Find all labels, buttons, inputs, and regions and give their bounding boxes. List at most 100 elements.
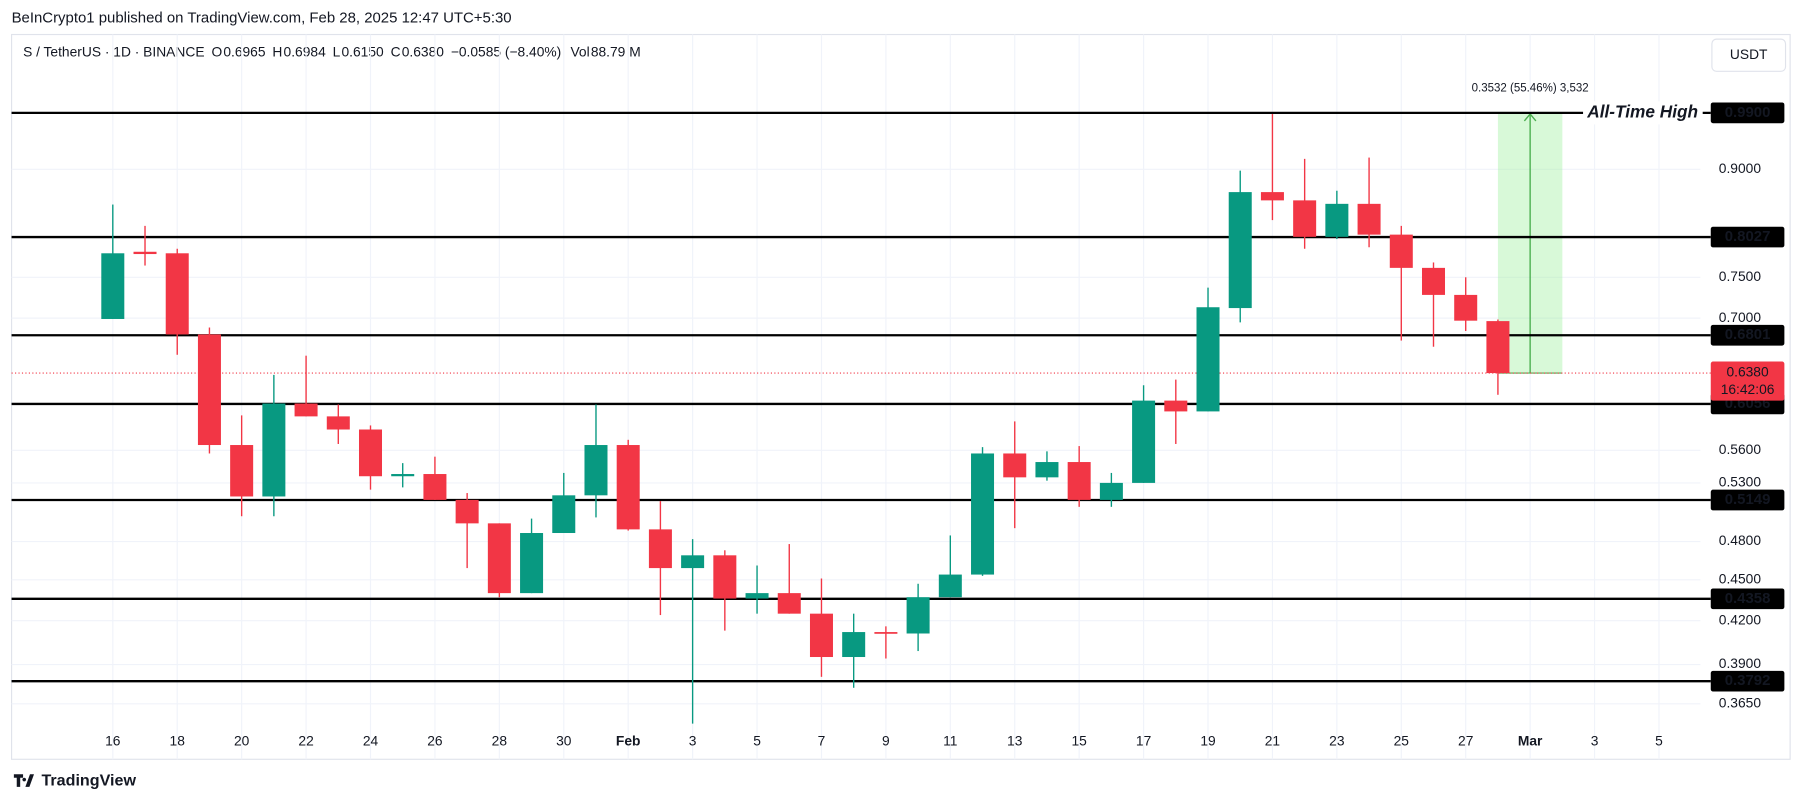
x-tick-label: 18 — [170, 734, 186, 749]
candle-body — [938, 574, 962, 598]
y-tick-label: 0.3650 — [1719, 695, 1762, 710]
annotation-bg — [1583, 101, 1703, 125]
countdown: 16:42:06 — [1721, 382, 1775, 397]
legend-line: S / TetherUS · 1D · BINANCE O 0.6965 H 0.698… — [23, 45, 641, 60]
candle-body — [1325, 203, 1349, 237]
x-tick-label: 11 — [943, 734, 957, 749]
y-tick-label: 0.5600 — [1719, 442, 1762, 457]
candle-body — [391, 474, 415, 477]
candle-body — [552, 495, 576, 534]
level-label: 0.4358 — [1725, 590, 1771, 607]
level-label-box — [1710, 324, 1785, 346]
legend-item: H — [272, 45, 282, 60]
candle-body — [1260, 192, 1284, 201]
candle-body — [1196, 307, 1220, 412]
candle-body — [971, 453, 995, 575]
level-label-box — [1710, 102, 1785, 124]
legend-item: 88.79 M — [591, 45, 641, 60]
candle-body — [1067, 462, 1091, 500]
candle-body — [1132, 400, 1156, 483]
last-price-box — [1710, 361, 1785, 401]
currency-box — [1711, 38, 1787, 72]
level-label: 0.8027 — [1725, 228, 1771, 245]
x-tick-label: 19 — [1200, 734, 1216, 749]
candle-body — [616, 445, 640, 530]
x-tick-label: 13 — [1007, 734, 1023, 749]
x-tick-label: 5 — [753, 734, 761, 749]
candle-body — [230, 445, 254, 497]
candle-body — [906, 597, 930, 634]
candle-body — [326, 416, 350, 430]
candle-body — [1389, 234, 1413, 268]
candle-body — [1099, 482, 1123, 500]
candle-body — [1164, 400, 1188, 412]
level-label: 0.5149 — [1725, 491, 1771, 508]
legend-item: O — [211, 45, 222, 60]
candle-body — [1035, 462, 1059, 478]
x-tick-label: 5 — [1655, 734, 1663, 749]
candle-body — [713, 555, 737, 599]
x-tick-label: Mar — [1518, 734, 1543, 749]
candle-body — [648, 529, 672, 569]
legend-item: L — [333, 45, 341, 60]
candle-body — [809, 613, 833, 658]
candle-body — [777, 593, 801, 614]
legend-item: 0.6150 — [341, 45, 384, 60]
level-label-box — [1710, 588, 1785, 610]
x-tick-label: Feb — [616, 734, 641, 749]
candle-body — [1357, 203, 1381, 235]
candle-body — [1421, 267, 1446, 295]
level-label: 0.3792 — [1725, 672, 1771, 689]
x-tick-label: 17 — [1136, 734, 1151, 749]
x-tick-label: 22 — [298, 734, 313, 749]
x-tick-label: 23 — [1329, 734, 1345, 749]
publish-header: BeInCrypto1 published on TradingView.com… — [12, 9, 512, 26]
x-tick-label: 15 — [1071, 734, 1087, 749]
x-tick-label: 20 — [234, 734, 250, 749]
x-tick-label: 26 — [427, 734, 443, 749]
currency: USDT — [1730, 47, 1768, 62]
level-label-box — [1710, 670, 1785, 692]
candle-body — [520, 533, 544, 594]
annotation: All-Time High — [1586, 101, 1698, 121]
x-tick-label: 9 — [882, 734, 890, 749]
x-tick-label: 16 — [105, 734, 121, 749]
legend-item: −0.0585 (−8.40%) — [451, 45, 561, 60]
legend-item: S / TetherUS · 1D · BINANCE — [23, 45, 204, 60]
measure-label: 0.3532 (55.46%) 3,532 — [1472, 83, 1589, 95]
logo — [13, 774, 35, 787]
x-tick-label: 3 — [1591, 734, 1599, 749]
candle-body — [874, 632, 898, 634]
x-tick-label: 24 — [363, 734, 379, 749]
y-tick-label: 0.4800 — [1719, 533, 1762, 548]
level-label: 0.9900 — [1725, 104, 1771, 121]
candle-body — [101, 253, 125, 319]
candle-body — [487, 523, 511, 594]
footer-brand: TradingView — [41, 771, 136, 789]
candle-body — [358, 429, 383, 477]
legend-item: 0.6380 — [402, 45, 445, 60]
y-tick-label: 0.9000 — [1719, 161, 1762, 176]
x-tick-label: 25 — [1394, 734, 1410, 749]
candle-body — [1228, 192, 1252, 309]
x-tick-label: 28 — [492, 734, 508, 749]
x-tick-label: 3 — [689, 734, 697, 749]
candle-body — [197, 334, 221, 446]
candle-body — [842, 632, 866, 658]
y-tick-label: 0.4500 — [1719, 571, 1762, 586]
candle-body — [1003, 453, 1027, 478]
candle-body — [584, 445, 608, 496]
last-price-label: 0.6380 — [1726, 365, 1769, 380]
y-tick-label: 0.4200 — [1719, 612, 1762, 627]
candle-body — [1454, 294, 1478, 321]
candle-body — [294, 403, 318, 417]
legend-item: 0.6965 — [223, 45, 266, 60]
candle-body — [681, 555, 705, 569]
candle-body — [165, 253, 189, 335]
candle-body — [1486, 321, 1510, 374]
legend-item: 0.6984 — [284, 45, 327, 60]
y-tick-label: 0.3900 — [1719, 656, 1762, 671]
candle-body — [455, 499, 479, 524]
y-tick-label: 0.7500 — [1719, 269, 1762, 284]
